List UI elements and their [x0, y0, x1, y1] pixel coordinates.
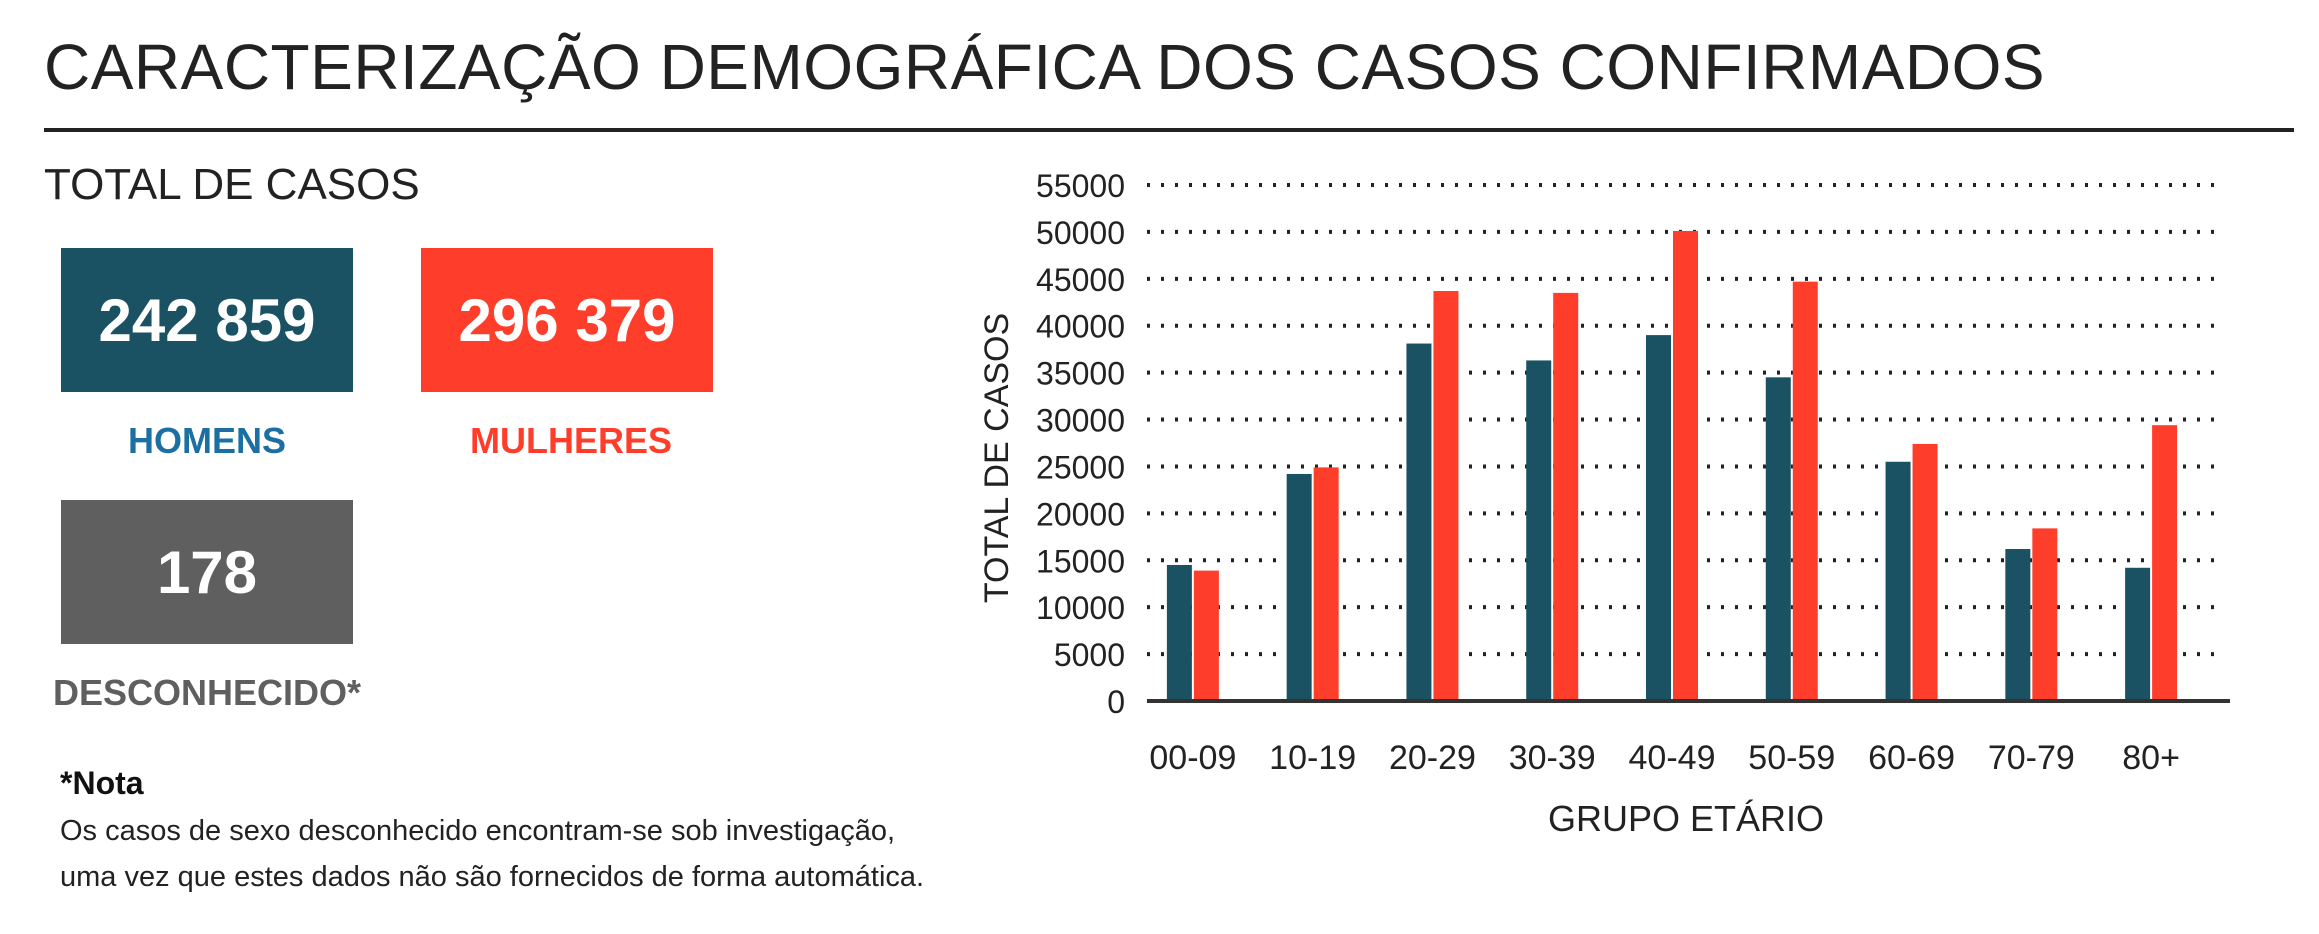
y-tick-label: 5000 — [1054, 637, 1125, 673]
y-tick-label: 25000 — [1036, 449, 1125, 485]
bar-70-79-mulheres — [2032, 528, 2058, 701]
y-tick-label: 20000 — [1036, 496, 1125, 532]
y-tick-label: 30000 — [1036, 403, 1125, 439]
bar-70-79-homens — [2005, 549, 2031, 701]
bar-00-09-homens — [1166, 564, 1192, 701]
x-tick-label: 20-29 — [1389, 739, 1476, 777]
y-tick-label: 45000 — [1036, 262, 1125, 298]
x-tick-label: 30-39 — [1509, 739, 1596, 777]
bar-30-39-homens — [1526, 360, 1552, 701]
note-text: Os casos de sexo desconhecido encontram-… — [60, 808, 960, 900]
x-axis-ticks: 00-09 10-19 20-29 30-39 40-49 50-59 60-69 70-79… — [1149, 739, 2180, 777]
bar-50-59-homens — [1765, 377, 1791, 701]
y-tick-label: 35000 — [1036, 356, 1125, 392]
bar-40-49-mulheres — [1673, 230, 1698, 701]
y-tick-label: 55000 — [1036, 168, 1125, 204]
y-tick-label: 15000 — [1036, 543, 1125, 579]
x-tick-label: 50-59 — [1748, 739, 1835, 777]
note-line-1: Os casos de sexo desconhecido encontram-… — [60, 815, 896, 847]
x-tick-label: 60-69 — [1868, 739, 1955, 777]
x-tick-label: 80+ — [2122, 739, 2180, 777]
unknown-label: DESCONHECIDO* — [52, 672, 362, 713]
x-tick-label: 40-49 — [1629, 739, 1716, 777]
x-tick-label: 10-19 — [1269, 739, 1356, 777]
unknown-total-value: 178 — [156, 538, 258, 606]
chart-bars — [1166, 230, 2178, 701]
men-total-value: 242 859 — [98, 286, 316, 354]
x-axis-label: GRUPO ETÁRIO — [1548, 798, 1824, 839]
page-title: CARACTERIZAÇÃO DEMOGRÁFICA DOS CASOS CON… — [44, 31, 2046, 103]
women-total-box: 296 379 — [421, 248, 713, 392]
women-label: MULHERES — [469, 420, 672, 461]
bar-00-09-mulheres — [1193, 570, 1219, 701]
title-divider — [44, 128, 2294, 132]
note-title: *Nota — [60, 765, 144, 801]
y-tick-label: 50000 — [1036, 215, 1125, 251]
y-axis-ticks: 0 5000 10000 15000 20000 25000 30000 35000 40000… — [1036, 168, 1125, 720]
x-tick-label: 00-09 — [1149, 739, 1236, 777]
unknown-total-box: 178 — [61, 500, 353, 644]
bar-10-19-homens — [1286, 473, 1312, 701]
y-axis-label: TOTAL DE CASOS — [978, 313, 1016, 603]
bar-60-69-homens — [1885, 461, 1911, 701]
bar-50-59-mulheres — [1792, 281, 1818, 701]
bar-40-49-homens — [1646, 335, 1671, 701]
bar-30-39-mulheres — [1553, 292, 1579, 701]
y-tick-label: 0 — [1107, 684, 1125, 720]
note-line-2: uma vez que estes dados não são fornecid… — [60, 861, 925, 893]
age-group-bar-chart: 0 5000 10000 15000 20000 25000 30000 35000 40000… — [978, 168, 2230, 839]
bar-80+-homens — [2125, 567, 2151, 701]
y-tick-label: 10000 — [1036, 590, 1125, 626]
totals-heading: TOTAL DE CASOS — [44, 160, 420, 209]
bar-60-69-mulheres — [1912, 443, 1938, 701]
x-tick-label: 70-79 — [1988, 739, 2075, 777]
bar-20-29-homens — [1406, 343, 1432, 701]
women-total-value: 296 379 — [458, 286, 676, 354]
men-total-box: 242 859 — [61, 248, 353, 392]
bar-20-29-mulheres — [1433, 291, 1459, 701]
y-tick-label: 40000 — [1036, 309, 1125, 345]
bar-80+-mulheres — [2152, 425, 2178, 701]
bar-10-19-mulheres — [1313, 467, 1339, 701]
men-label: HOMENS — [127, 420, 286, 461]
